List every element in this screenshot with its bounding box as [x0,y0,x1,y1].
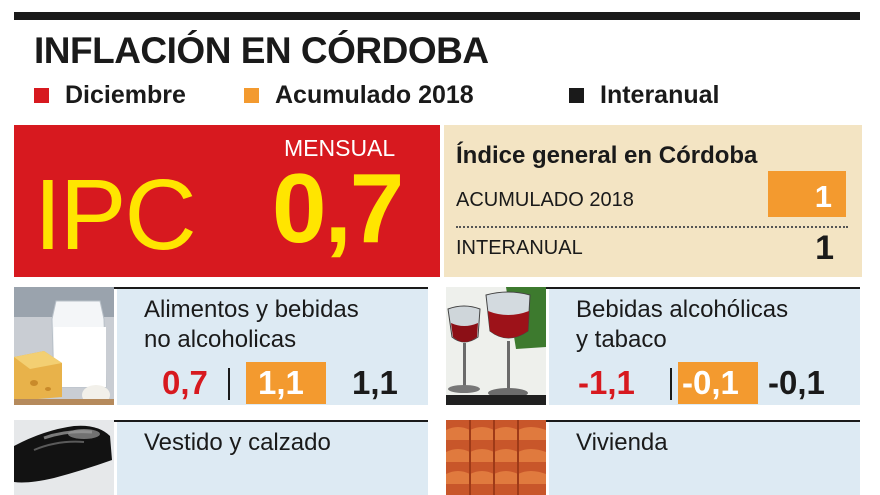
card-separator [546,420,549,495]
value-separator [228,368,230,400]
card-top-rule [114,287,428,289]
legend-label: Diciembre [65,80,186,109]
acumulado-value: 1 [814,179,832,214]
category-card-bebidas: Bebidas alcohólicas y tabaco -1,1 -0,1 -… [446,287,860,405]
category-label-line: Bebidas alcohólicas [576,296,789,323]
shoe-icon [14,420,114,495]
milk-cheese-icon [14,287,114,405]
page-title: INFLACIÓN EN CÓRDOBA [34,30,489,71]
legend-item-interanual: Interanual [569,80,719,110]
value-interanual: -0,1 [768,364,825,401]
mensual-label: MENSUAL [284,135,396,161]
value-separator [670,368,672,400]
interanual-value: 1 [815,229,834,267]
roof-tiles-icon [446,420,546,495]
value-acumulado-box: -0,1 [678,362,758,404]
value-acumulado: -0,1 [682,364,739,401]
indice-general-panel: Índice general en Córdoba ACUMULADO 2018… [444,125,862,277]
value-acumulado: 1,1 [258,364,304,401]
card-separator [114,420,117,495]
value-diciembre: 0,7 [162,364,208,401]
card-separator [114,287,117,405]
legend-label: Interanual [600,80,720,109]
wine-glasses-icon [446,287,546,405]
category-label-line: y tabaco [576,326,667,353]
category-label-line: Vivienda [576,429,668,456]
legend-item-diciembre: Diciembre [34,80,186,110]
acumulado-value-box: 1 [768,171,846,217]
card-separator [546,287,549,405]
category-values: -1,1 -0,1 -0,1 [578,362,854,404]
card-top-rule [546,287,860,289]
ipc-word: IPC [34,159,197,271]
card-top-rule [114,420,428,422]
legend-swatch-red [34,87,49,103]
category-label: Vivienda [576,428,668,458]
category-card-vestido: Vestido y calzado [14,420,428,495]
value-acumulado-box: 1,1 [246,362,326,404]
interanual-label: INTERANUAL [456,237,583,259]
top-rule [14,12,860,20]
legend-item-acumulado: Acumulado 2018 [244,80,474,110]
category-label: Alimentos y bebidas no alcoholicas [144,295,359,355]
category-card-vivienda: Vivienda [446,420,860,495]
legend-swatch-orange [244,87,259,103]
acumulado-label: ACUMULADO 2018 [456,189,634,211]
indice-title: Índice general en Córdoba [456,142,758,169]
category-label: Bebidas alcohólicas y tabaco [576,295,788,355]
value-interanual: 1,1 [352,364,398,401]
category-card-alimentos: Alimentos y bebidas no alcoholicas 0,7 1… [14,287,428,405]
legend-label: Acumulado 2018 [275,80,474,109]
value-diciembre: -1,1 [578,364,635,401]
ipc-panel: IPC MENSUAL 0,7 [14,125,440,277]
ipc-mensual-value: 0,7 [272,153,404,263]
legend-swatch-black [569,87,584,103]
category-label-line: Alimentos y bebidas [144,296,359,323]
category-label-line: Vestido y calzado [144,429,331,456]
dotted-divider [456,226,848,228]
category-label: Vestido y calzado [144,428,331,458]
card-top-rule [546,420,860,422]
category-values: 0,7 1,1 1,1 [162,362,422,404]
category-label-line: no alcoholicas [144,326,297,353]
